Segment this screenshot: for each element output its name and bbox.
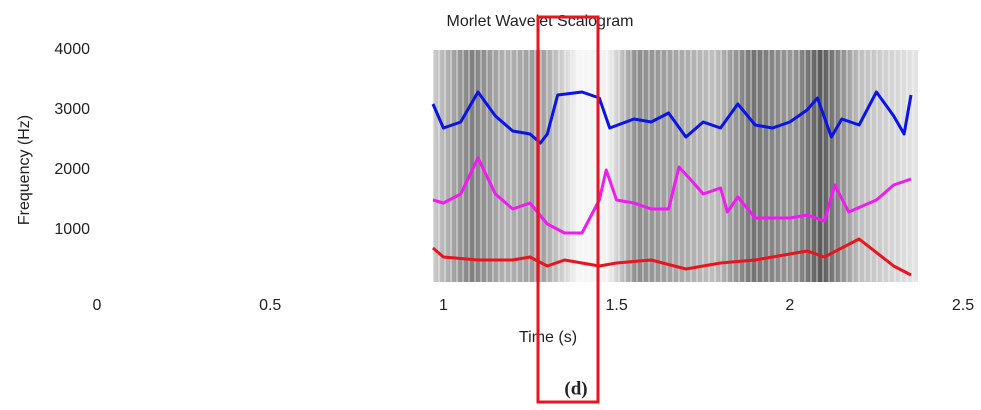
x-tick-label: 0.5 [259,297,281,314]
y-tick-label: 4000 [54,41,90,58]
x-tick-label: 2.5 [952,297,974,314]
y-tick-label: 1000 [54,221,90,238]
y-tick-label: 2000 [54,161,90,178]
formant-line [432,237,912,277]
formant-line [432,156,912,235]
caption: (d) [564,378,587,399]
y-tick-label: 3000 [54,101,90,118]
highlight-box [536,15,600,404]
x-tick-label: 0 [93,297,102,314]
x-tick-label: 1.5 [605,297,627,314]
x-axis-label: Time (s) [519,329,577,346]
x-tick-label: 2 [785,297,794,314]
formant-line [431,90,913,145]
plot-area: 1000 2000 3000 4000 0 0.5 1 1.5 2 2.5 [54,41,974,314]
scalogram-texture [433,50,918,282]
y-axis-label: Frequency (Hz) [16,115,33,225]
x-tick-label: 1 [439,297,448,314]
